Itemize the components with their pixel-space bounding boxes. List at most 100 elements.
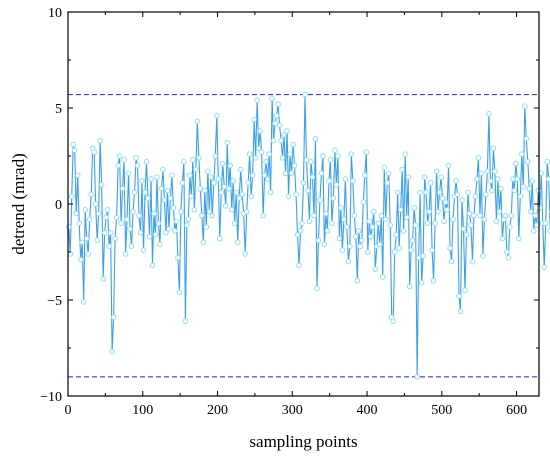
data-point (439, 195, 446, 201)
data-point (462, 287, 468, 294)
data-point (230, 178, 236, 184)
data-point (291, 162, 298, 169)
data-point (335, 153, 341, 159)
data-point (221, 183, 227, 190)
data-point (251, 116, 257, 123)
data-point (222, 203, 229, 209)
data-point (74, 172, 81, 178)
data-point (205, 168, 211, 175)
data-point (460, 226, 467, 232)
data-point (414, 374, 420, 380)
data-point (215, 176, 222, 182)
data-point (170, 205, 177, 211)
data-point (82, 207, 88, 213)
data-point (403, 214, 410, 221)
data-point (107, 230, 114, 236)
data-point (448, 258, 455, 265)
data-point (276, 122, 283, 129)
data-point (136, 212, 142, 219)
data-point (278, 137, 284, 144)
data-point (112, 235, 118, 242)
data-point (320, 153, 326, 159)
data-point (294, 231, 301, 238)
data-point (342, 176, 349, 182)
data-point (242, 251, 248, 257)
data-point (285, 193, 292, 200)
data-point (317, 197, 323, 203)
data-point (92, 201, 99, 207)
data-point (380, 274, 386, 280)
data-point (489, 187, 495, 194)
data-point (220, 160, 226, 167)
data-point (332, 147, 338, 153)
data-point (421, 174, 428, 180)
data-point (217, 235, 223, 242)
data-point (457, 308, 464, 315)
data-point (315, 237, 322, 244)
data-point (155, 220, 162, 226)
data-point (94, 237, 100, 244)
data-point (261, 172, 268, 178)
data-point (142, 189, 148, 196)
data-point (525, 159, 531, 165)
data-point (432, 220, 438, 226)
data-point (68, 193, 75, 200)
data-point (429, 247, 435, 253)
data-point (269, 95, 275, 102)
data-point (393, 231, 399, 238)
data-point (372, 266, 379, 273)
data-point (246, 151, 253, 157)
data-point (531, 228, 537, 234)
data-point (260, 212, 266, 219)
data-point (371, 208, 377, 215)
data-point (381, 164, 387, 171)
y-axis-title: detrend (mrad) (9, 153, 28, 254)
data-point (444, 207, 450, 213)
data-point (486, 111, 492, 117)
data-point (517, 193, 524, 200)
data-point (80, 299, 87, 305)
data-point (354, 278, 361, 284)
data-point (203, 224, 210, 230)
data-point (378, 212, 385, 219)
data-point (127, 226, 133, 232)
data-point (495, 176, 501, 182)
data-point (484, 168, 491, 175)
data-point (76, 220, 82, 226)
data-point (257, 128, 263, 134)
data-point (267, 189, 274, 196)
data-point (284, 128, 290, 134)
data-point (211, 180, 217, 186)
data-point (472, 193, 479, 200)
data-point (145, 195, 151, 201)
data-point (513, 160, 519, 167)
data-point (193, 166, 199, 173)
data-point (157, 241, 163, 248)
data-point (406, 283, 413, 290)
data-point (375, 220, 382, 226)
data-point (369, 224, 376, 230)
data-point (196, 155, 202, 161)
data-point (339, 247, 346, 253)
data-point (475, 155, 482, 161)
data-point (441, 218, 447, 225)
data-point (187, 172, 193, 178)
data-point (173, 218, 180, 225)
data-point (459, 197, 465, 203)
data-point (254, 97, 260, 104)
data-point (493, 218, 500, 225)
data-point (363, 149, 370, 155)
data-point (109, 349, 115, 355)
data-point (176, 289, 183, 296)
data-point (65, 224, 72, 230)
data-point (359, 237, 365, 244)
data-point (353, 233, 359, 240)
data-point (330, 195, 337, 201)
data-point (402, 151, 408, 157)
data-point (239, 191, 245, 198)
data-point (466, 210, 473, 217)
data-point (510, 176, 516, 182)
data-point (149, 262, 156, 269)
data-point (400, 228, 407, 234)
x-tick-label: 500 (431, 403, 452, 418)
